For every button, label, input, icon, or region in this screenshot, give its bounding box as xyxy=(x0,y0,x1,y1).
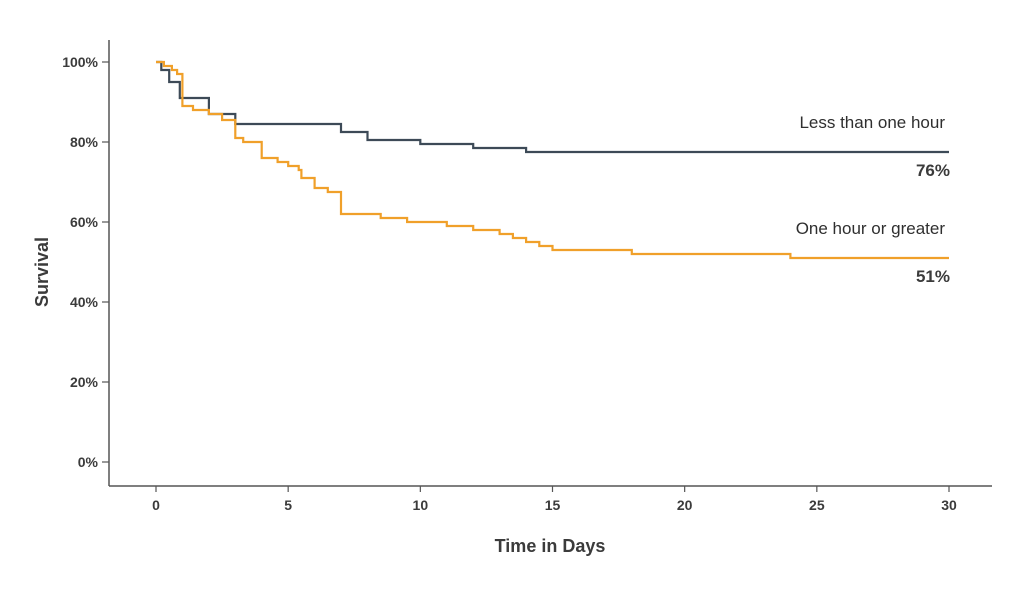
x-ticks: 0 5 10 15 20 25 30 xyxy=(152,486,957,513)
series-name-label: One hour or greater xyxy=(796,219,946,238)
x-tick-label: 30 xyxy=(941,497,957,513)
series-line-1 xyxy=(156,60,949,260)
y-tick-label: 0% xyxy=(78,454,99,470)
y-tick-label: 80% xyxy=(70,134,99,150)
series-name-label: Less than one hour xyxy=(799,113,945,132)
x-tick-label: 20 xyxy=(677,497,693,513)
series-end-value-label: 51% xyxy=(916,267,950,286)
series-line-0 xyxy=(156,60,949,154)
x-tick-label: 5 xyxy=(284,497,292,513)
y-tick-label: 60% xyxy=(70,214,99,230)
x-tick-label: 0 xyxy=(152,497,160,513)
y-tick-label: 40% xyxy=(70,294,99,310)
series-labels: Less than one hour 76% One hour or greater… xyxy=(796,113,950,286)
x-tick-label: 15 xyxy=(545,497,561,513)
y-axis-title: Survival xyxy=(32,237,52,307)
x-tick-label: 25 xyxy=(809,497,825,513)
y-tick-label: 20% xyxy=(70,374,99,390)
y-tick-label: 100% xyxy=(62,54,98,70)
y-ticks: 0% 20% 40% 60% 80% 100% xyxy=(62,54,109,470)
series-end-value-label: 76% xyxy=(916,161,950,180)
series-lines xyxy=(156,60,949,260)
x-tick-label: 10 xyxy=(413,497,429,513)
axes xyxy=(108,40,992,487)
x-axis-title: Time in Days xyxy=(495,536,606,556)
